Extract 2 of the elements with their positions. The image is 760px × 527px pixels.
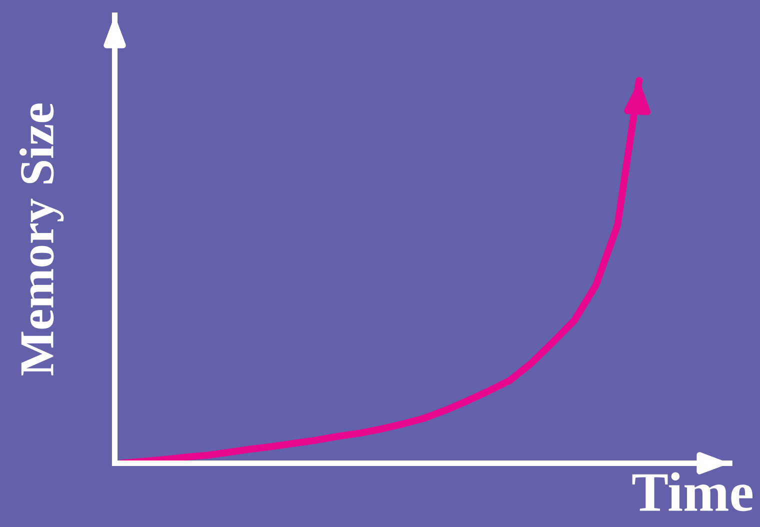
y-axis-title: Memory Size — [19, 104, 64, 376]
x-axis-title: Time — [632, 472, 752, 512]
